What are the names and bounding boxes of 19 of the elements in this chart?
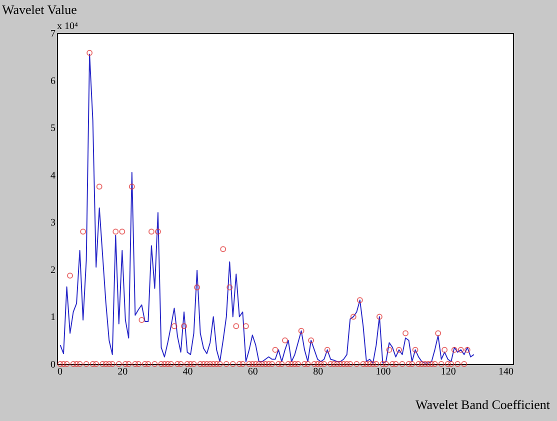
y-axis-title: Wavelet Value — [2, 2, 78, 17]
y-tick-label: 6 — [50, 76, 56, 87]
x-tick-label: 20 — [118, 366, 128, 378]
y-tick-label: 4 — [50, 170, 56, 182]
x-tick-label: 80 — [313, 366, 324, 378]
x-tick-label: 0 — [58, 366, 62, 378]
y-tick-label: 0 — [50, 360, 56, 370]
text: x 10⁴ — [57, 21, 78, 32]
y-tick-label: 5 — [50, 123, 56, 134]
x-tick-label: 120 — [440, 366, 456, 378]
x-tick-label: 40 — [182, 366, 193, 378]
x-tick-label: 140 — [498, 366, 514, 378]
y-tick-label: 1 — [50, 312, 56, 324]
x-axis-title: Wavelet Band Coefficient — [416, 397, 550, 412]
y-tick-label: 2 — [50, 264, 56, 276]
y-tick-label: 3 — [50, 218, 56, 229]
x-tick-label: 100 — [376, 366, 391, 378]
x-tick-label: 60 — [248, 366, 258, 378]
y-tick-label: 7 — [50, 28, 56, 40]
